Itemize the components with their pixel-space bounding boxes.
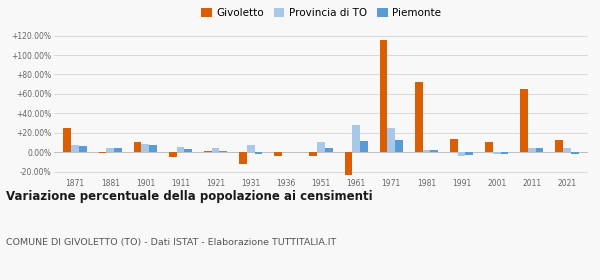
Bar [500,152,508,154]
Bar [556,141,563,152]
Bar [450,139,458,152]
Bar [388,128,395,152]
Bar [212,148,220,152]
Bar [528,148,536,152]
Bar [204,151,212,152]
Bar [176,147,184,152]
Bar [79,146,86,152]
Bar [184,149,192,152]
Bar [536,148,544,152]
Bar [71,145,79,152]
Bar [169,152,176,157]
Bar [415,82,422,152]
Bar [485,143,493,152]
Bar [395,139,403,152]
Bar [149,145,157,152]
Bar [493,152,500,154]
Bar [360,141,368,152]
Bar [458,152,466,155]
Bar [310,152,317,156]
Bar [98,152,106,153]
Bar [430,150,438,152]
Text: COMUNE DI GIVOLETTO (TO) - Dati ISTAT - Elaborazione TUTTITALIA.IT: COMUNE DI GIVOLETTO (TO) - Dati ISTAT - … [6,238,336,247]
Bar [114,148,122,152]
Bar [142,144,149,152]
Bar [64,128,71,152]
Text: Variazione percentuale della popolazione ai censimenti: Variazione percentuale della popolazione… [6,190,373,203]
Legend: Givoletto, Provincia di TO, Piemonte: Givoletto, Provincia di TO, Piemonte [197,4,445,22]
Bar [571,152,578,154]
Bar [317,143,325,152]
Bar [239,152,247,164]
Bar [247,145,254,152]
Bar [422,150,430,152]
Bar [134,143,142,152]
Bar [563,148,571,152]
Bar [274,152,282,155]
Bar [352,125,360,152]
Bar [466,152,473,155]
Bar [380,39,388,152]
Bar [220,151,227,152]
Bar [520,89,528,152]
Bar [344,152,352,176]
Bar [106,148,114,152]
Bar [254,152,262,154]
Bar [325,148,332,152]
